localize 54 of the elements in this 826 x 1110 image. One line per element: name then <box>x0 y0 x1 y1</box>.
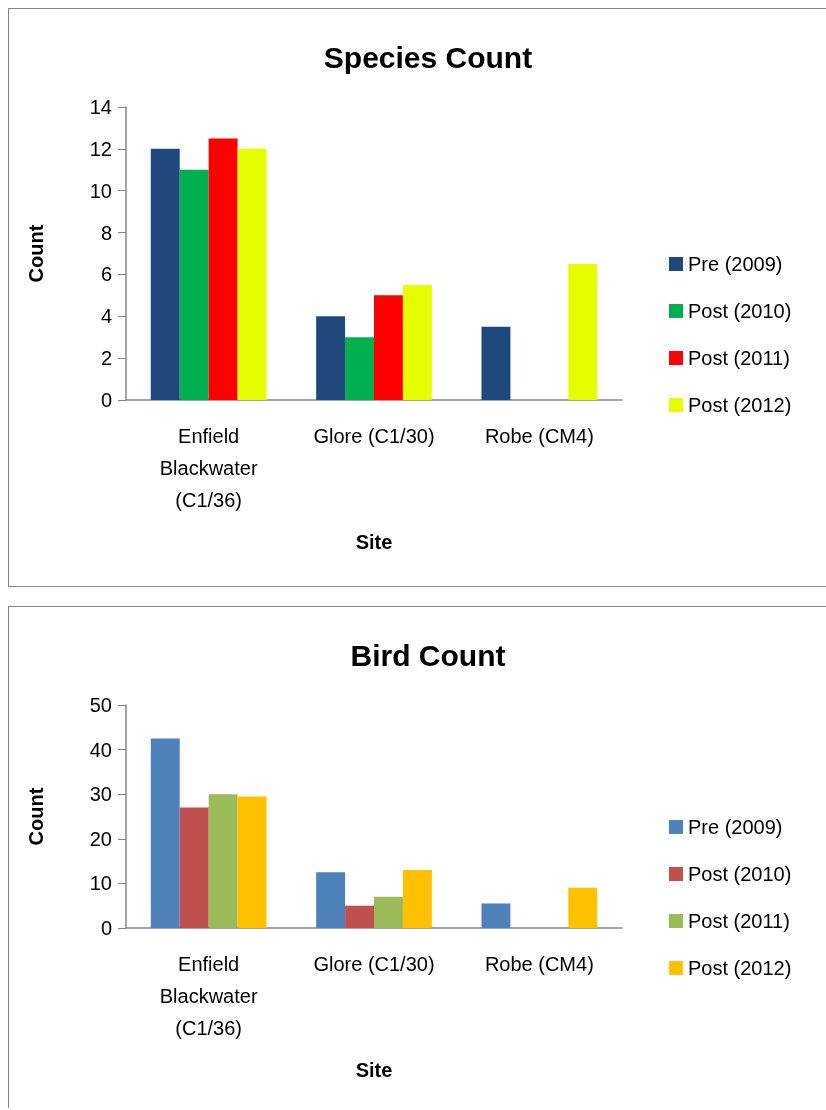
bar <box>316 316 346 400</box>
bar <box>179 169 209 400</box>
y-tick-label: 0 <box>100 917 112 939</box>
x-tick-label: Robe (CM4) <box>484 953 594 975</box>
x-tick-label: Enfield Blackwater (C1/36) <box>159 953 258 1039</box>
legend-label: Post (2012) <box>688 394 792 416</box>
chart-title: Species Count <box>323 40 533 74</box>
bar <box>208 794 238 928</box>
legend-label: Post (2011) <box>688 347 790 369</box>
bar <box>316 872 346 928</box>
bar <box>481 903 511 928</box>
x-tick-label: Glore (C1/30) <box>313 953 435 975</box>
bar <box>150 738 180 928</box>
y-axis-title: Count <box>25 224 47 283</box>
legend-label: Pre (2009) <box>688 816 783 838</box>
bar <box>374 295 403 400</box>
bar <box>481 326 511 400</box>
legend-label: Post (2012) <box>688 957 792 979</box>
bar <box>374 896 403 928</box>
bar <box>345 337 374 400</box>
bar <box>402 870 432 928</box>
y-tick-label: 6 <box>100 263 112 286</box>
bar <box>568 263 598 400</box>
bar <box>237 148 267 400</box>
x-tick-label: Glore (C1/30) <box>313 425 435 447</box>
legend-label: Pre (2009) <box>688 253 783 275</box>
bar <box>402 284 432 400</box>
y-tick-label: 12 <box>89 137 112 160</box>
bar <box>179 807 209 928</box>
bar <box>237 796 267 928</box>
y-tick-label: 20 <box>89 827 112 850</box>
y-tick-label: 2 <box>100 347 112 370</box>
y-tick-label: 0 <box>100 389 112 411</box>
y-tick-label: 30 <box>89 783 112 806</box>
y-axis-title: Count <box>25 787 47 846</box>
x-axis-title: Site <box>355 1059 393 1081</box>
x-tick-label: Enfield Blackwater (C1/36) <box>159 425 258 511</box>
x-tick-label: Robe (CM4) <box>484 425 594 447</box>
y-tick-label: 10 <box>89 872 112 895</box>
bar <box>208 138 238 400</box>
y-tick-label: 50 <box>89 694 112 716</box>
bar <box>150 148 180 400</box>
y-tick-label: 4 <box>100 305 112 328</box>
bar <box>568 887 598 928</box>
legend-label: Post (2010) <box>688 300 792 322</box>
x-axis-title: Site <box>355 531 393 553</box>
y-tick-label: 40 <box>89 738 112 761</box>
legend-label: Post (2011) <box>688 910 790 932</box>
y-tick-label: 8 <box>100 221 112 244</box>
legend-label: Post (2010) <box>688 863 792 885</box>
chart-title: Bird Count <box>350 638 506 672</box>
y-tick-label: 14 <box>89 96 112 118</box>
y-tick-label: 10 <box>89 179 112 202</box>
bar <box>345 905 374 928</box>
